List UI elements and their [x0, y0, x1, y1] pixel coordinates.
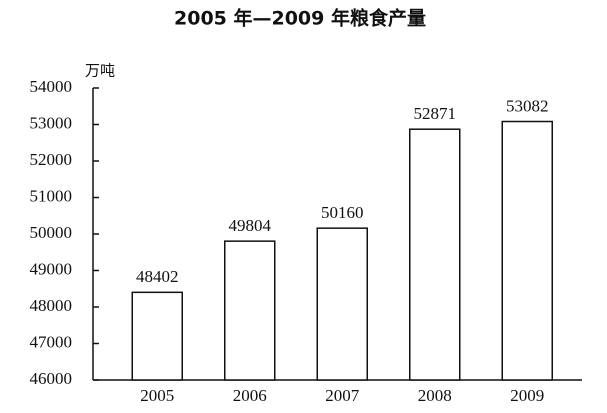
chart-title: 2005 年—2009 年粮食产量 [174, 7, 426, 30]
x-tick-label: 2008 [418, 386, 452, 405]
value-label: 52871 [414, 104, 457, 123]
x-tick-label: 2006 [233, 386, 267, 405]
y-tick-label: 53000 [30, 113, 73, 132]
y-tick-label: 49000 [30, 259, 73, 278]
value-label: 53082 [506, 96, 549, 115]
x-tick-label: 2007 [325, 386, 360, 405]
value-label: 48402 [136, 267, 179, 286]
bar [409, 128, 461, 381]
x-tick-label: 2009 [510, 386, 544, 405]
y-tick-label: 48000 [30, 296, 73, 315]
y-axis-unit: 万吨 [85, 62, 115, 80]
y-tick-label: 46000 [30, 369, 73, 388]
bar [224, 240, 276, 381]
x-tick-label: 2005 [140, 386, 174, 405]
bar [131, 291, 183, 381]
y-tick-label: 54000 [30, 77, 73, 96]
y-tick-label: 47000 [30, 332, 73, 351]
y-tick-label: 51000 [30, 186, 73, 205]
bar [501, 120, 553, 381]
y-tick-label: 50000 [30, 223, 73, 242]
value-label: 49804 [229, 216, 272, 235]
value-label: 50160 [321, 203, 364, 222]
bar [316, 227, 368, 381]
y-tick-label: 52000 [30, 150, 73, 169]
